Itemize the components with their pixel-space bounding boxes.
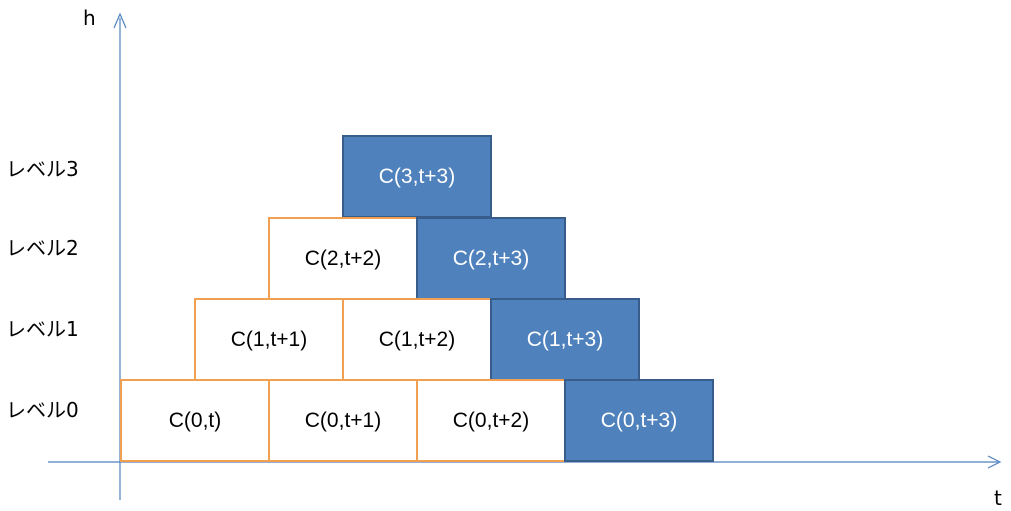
cell-2-1: C(2,t+3)	[416, 217, 566, 300]
cell-0-1: C(0,t+1)	[268, 379, 418, 462]
level-label-2: レベル2	[6, 236, 79, 260]
h-axis-label: h	[83, 6, 96, 30]
t-axis-label: t	[994, 486, 1002, 510]
cell-1-0: C(1,t+1)	[194, 298, 344, 381]
cell-3-0: C(3,t+3)	[342, 135, 492, 218]
cell-0-3: C(0,t+3)	[564, 379, 714, 462]
t-axis-arrowhead	[987, 455, 1002, 469]
level-label-0: レベル0	[6, 398, 79, 422]
cell-0-0: C(0,t)	[120, 379, 270, 462]
level-label-1: レベル1	[6, 317, 79, 341]
cell-0-2: C(0,t+2)	[416, 379, 566, 462]
cell-2-0: C(2,t+2)	[268, 217, 418, 300]
h-axis-arrowhead	[113, 12, 127, 29]
cell-1-1: C(1,t+2)	[342, 298, 492, 381]
cell-1-2: C(1,t+3)	[490, 298, 640, 381]
level-label-3: レベル3	[6, 157, 79, 181]
